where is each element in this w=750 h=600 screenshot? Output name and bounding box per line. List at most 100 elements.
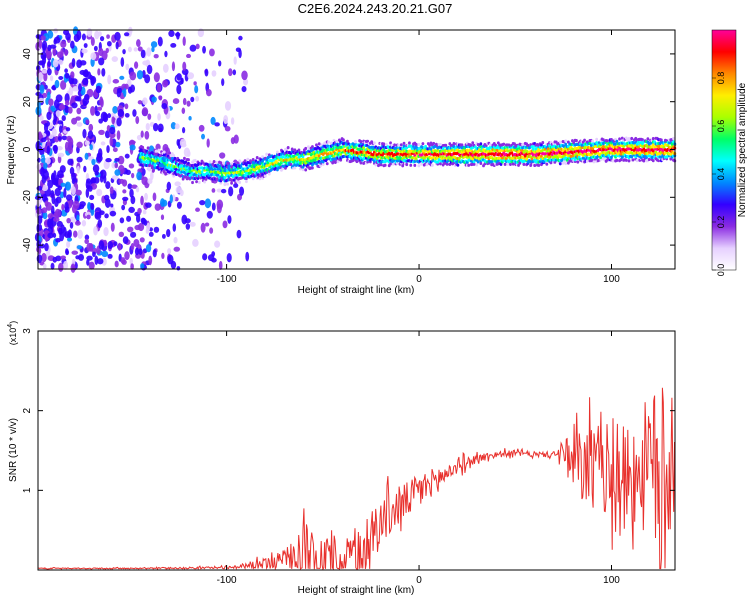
spectrogram-cell: [179, 138, 187, 148]
spectrogram-cell: [202, 45, 206, 54]
spectrogram-cell: [167, 248, 172, 255]
spectrogram-cell: [52, 46, 57, 57]
spectrogram-cell: [156, 83, 162, 93]
spectrogram-cell: [137, 100, 143, 105]
spectrogram-cell: [136, 171, 142, 181]
spectrogram-cell: [413, 163, 417, 167]
spectrogram-cell: [157, 148, 161, 152]
spectrogram-cell: [47, 179, 54, 189]
spectrogram-cell: [189, 44, 197, 52]
spectrogram-cell: [173, 246, 181, 252]
spectrogram-cell: [382, 142, 386, 146]
spectrogram-cell: [57, 120, 64, 125]
spectrogram-cell: [40, 157, 47, 164]
spectrogram-cell: [106, 145, 110, 154]
spectrogram-xtick-label: -100: [217, 274, 237, 285]
spectrogram-cell: [54, 79, 60, 89]
spectrogram-cell: [75, 116, 82, 121]
spectrogram-cell: [630, 136, 634, 141]
spectrogram-cell: [47, 44, 52, 52]
spectrogram-cell: [73, 33, 80, 43]
spectrogram-cell: [624, 158, 628, 162]
spectrogram-cell: [195, 95, 200, 102]
spectrogram-cell: [261, 155, 264, 159]
spectrogram-cell: [429, 147, 433, 151]
spectrogram-cell: [57, 59, 64, 66]
spectrogram-cell: [595, 137, 599, 141]
spectrogram-cell: [138, 248, 143, 255]
spectrogram-cell: [114, 157, 120, 162]
spectrogram-cell: [359, 161, 363, 165]
spectrogram-cell: [46, 130, 51, 137]
spectrogram-cell: [401, 164, 405, 168]
spectrogram-cell: [152, 168, 155, 173]
spectrogram-cell: [52, 59, 59, 68]
spectrogram-cell: [118, 178, 125, 184]
spectrogram-cell: [107, 241, 114, 249]
snr-ticks: -100 0 100 1 2 3: [22, 328, 675, 586]
spectrogram-cell: [177, 168, 181, 172]
spectrogram-cell: [182, 61, 187, 71]
spectrogram-cell: [58, 75, 64, 80]
spectrogram-cell: [518, 161, 522, 165]
spectrogram-cell: [82, 70, 89, 78]
spectrogram-cell: [592, 160, 596, 164]
spectrogram-cell: [37, 215, 43, 225]
spectrogram-cell: [79, 60, 87, 66]
spectrogram-cell: [439, 142, 442, 147]
spectrogram-cell: [141, 218, 147, 225]
spectrogram-cell: [42, 141, 46, 149]
spectrogram-cell: [119, 217, 125, 224]
snr-xtick-label: 100: [603, 575, 620, 586]
spectrogram-cell: [414, 142, 418, 147]
spectrogram-cell: [659, 138, 663, 142]
spectrogram-cell: [329, 141, 333, 145]
spectrogram-cell: [73, 230, 78, 238]
spectrogram-cell: [41, 207, 48, 214]
spectrogram-cell: [317, 142, 321, 146]
spectrogram-cell: [647, 157, 651, 162]
spectrogram-cell: [212, 160, 216, 164]
spectrogram-cell: [187, 158, 190, 162]
spectrogram-cell: [124, 251, 130, 261]
spectrogram-cell: [397, 143, 401, 147]
spectrogram-cell: [57, 170, 64, 179]
spectrogram-cell: [164, 50, 168, 58]
spectrogram-cell: [317, 154, 321, 158]
spectrogram-cell: [133, 61, 139, 69]
spectrogram-cell: [430, 163, 434, 167]
spectrogram-cell: [97, 106, 103, 111]
spectrogram-cell: [216, 188, 223, 193]
spectrogram-cell: [151, 96, 157, 103]
spectrogram-cell: [576, 160, 580, 164]
spectrogram-cell: [134, 247, 140, 256]
snr-panel: -100 0 100 1 2 3 Height of straight line (km)…: [7, 321, 676, 596]
spectrogram-cell: [36, 145, 43, 152]
spectrogram-cell: [114, 260, 119, 268]
spectrogram-cell: [385, 142, 388, 147]
spectrogram-cell: [100, 98, 104, 108]
spectrogram-cell: [195, 207, 200, 212]
spectrogram-cell: [172, 223, 177, 232]
spectrogram-cell: [211, 202, 216, 211]
spectrogram-cell: [124, 112, 130, 118]
spectrogram-cell: [54, 99, 60, 109]
spectrogram-cell: [476, 160, 480, 164]
spectrogram-cell: [35, 106, 42, 116]
colorbar-tick-label: 0.4: [716, 168, 726, 181]
spectrogram-cell: [211, 188, 216, 193]
spectrogram-cell: [615, 139, 619, 143]
spectrogram-cell: [255, 155, 259, 160]
colorbar-tick-label: 0.2: [716, 216, 726, 229]
spectrogram-cell: [93, 226, 98, 236]
spectrogram-cell: [545, 149, 549, 153]
spectrogram-cell: [162, 150, 166, 154]
spectrogram-cell: [635, 142, 639, 146]
spectrogram-cell: [39, 84, 45, 94]
spectrogram-cell: [121, 259, 127, 265]
spectrogram-cell: [120, 57, 125, 67]
spectrogram-cell: [71, 102, 78, 109]
spectrogram-cell: [68, 199, 73, 207]
spectrogram-cell: [152, 192, 157, 202]
spectrogram-cell: [54, 208, 61, 218]
